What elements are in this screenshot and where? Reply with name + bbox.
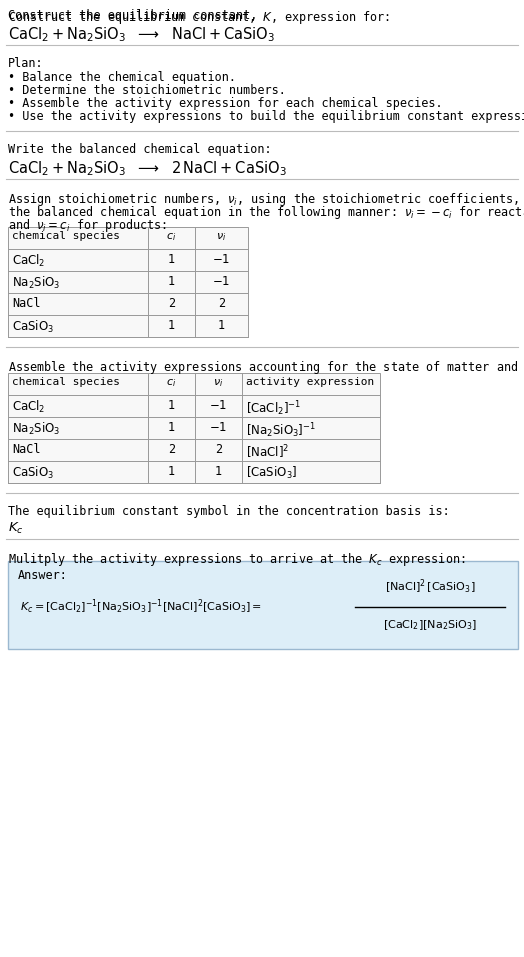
Text: $-1$: $-1$ bbox=[212, 275, 231, 288]
Text: $c_i$: $c_i$ bbox=[167, 231, 177, 243]
Text: Construct the equilibrium constant,: Construct the equilibrium constant, bbox=[8, 9, 265, 22]
Text: 1: 1 bbox=[168, 253, 175, 266]
Text: Write the balanced chemical equation:: Write the balanced chemical equation: bbox=[8, 143, 271, 156]
Text: $[\mathrm{CaCl_2}]^{-1}$: $[\mathrm{CaCl_2}]^{-1}$ bbox=[246, 399, 301, 417]
Text: $\mathrm{CaCl_2}$: $\mathrm{CaCl_2}$ bbox=[12, 399, 46, 415]
Text: $\mathrm{CaCl_2 + Na_2SiO_3 \ \ \longrightarrow \ \ 2\,NaCl + CaSiO_3}$: $\mathrm{CaCl_2 + Na_2SiO_3 \ \ \longrig… bbox=[8, 159, 287, 178]
Text: 1: 1 bbox=[168, 319, 175, 332]
Text: $\mathrm{CaCl_2 + Na_2SiO_3 \ \ \longrightarrow \ \ NaCl + CaSiO_3}$: $\mathrm{CaCl_2 + Na_2SiO_3 \ \ \longrig… bbox=[8, 25, 275, 44]
Text: 1: 1 bbox=[218, 319, 225, 332]
Text: • Balance the chemical equation.: • Balance the chemical equation. bbox=[8, 71, 236, 84]
Text: and $\nu_i = c_i$ for products:: and $\nu_i = c_i$ for products: bbox=[8, 217, 167, 234]
Text: $K_c$: $K_c$ bbox=[8, 521, 24, 536]
Text: Answer:: Answer: bbox=[18, 569, 68, 582]
Text: The equilibrium constant symbol in the concentration basis is:: The equilibrium constant symbol in the c… bbox=[8, 505, 450, 518]
Text: $[\mathrm{CaCl_2}][\mathrm{Na_2SiO_3}]$: $[\mathrm{CaCl_2}][\mathrm{Na_2SiO_3}]$ bbox=[383, 618, 477, 632]
Text: 2: 2 bbox=[168, 297, 175, 310]
Text: $-1$: $-1$ bbox=[212, 253, 231, 266]
Text: 1: 1 bbox=[215, 465, 222, 478]
Text: 1: 1 bbox=[168, 465, 175, 478]
Text: chemical species: chemical species bbox=[12, 377, 120, 387]
Text: $\mathrm{CaSiO_3}$: $\mathrm{CaSiO_3}$ bbox=[12, 465, 54, 481]
Text: $[\mathrm{CaSiO_3}]$: $[\mathrm{CaSiO_3}]$ bbox=[246, 465, 297, 481]
Text: 1: 1 bbox=[168, 421, 175, 434]
Text: 2: 2 bbox=[218, 297, 225, 310]
Text: 1: 1 bbox=[168, 399, 175, 412]
Text: $\mathrm{CaCl_2}$: $\mathrm{CaCl_2}$ bbox=[12, 253, 46, 269]
Text: NaCl: NaCl bbox=[12, 443, 40, 456]
Text: $\mathrm{Na_2SiO_3}$: $\mathrm{Na_2SiO_3}$ bbox=[12, 275, 60, 291]
Bar bbox=[8, 561, 518, 649]
Bar bbox=[8, 373, 380, 483]
Bar bbox=[8, 227, 248, 337]
Text: Assemble the activity expressions accounting for the state of matter and $\nu_i$: Assemble the activity expressions accoun… bbox=[8, 359, 524, 376]
Text: $[\mathrm{NaCl}]^2$: $[\mathrm{NaCl}]^2$ bbox=[246, 443, 289, 460]
Text: $\nu_i$: $\nu_i$ bbox=[216, 231, 227, 243]
Text: Plan:: Plan: bbox=[8, 57, 43, 70]
Text: 2: 2 bbox=[168, 443, 175, 456]
Text: $-1$: $-1$ bbox=[210, 399, 227, 412]
Text: $K_c = [\mathrm{CaCl_2}]^{-1} [\mathrm{Na_2SiO_3}]^{-1} [\mathrm{NaCl}]^2 [\math: $K_c = [\mathrm{CaCl_2}]^{-1} [\mathrm{N… bbox=[20, 598, 262, 616]
Text: $\mathrm{CaSiO_3}$: $\mathrm{CaSiO_3}$ bbox=[12, 319, 54, 335]
Text: • Use the activity expressions to build the equilibrium constant expression.: • Use the activity expressions to build … bbox=[8, 110, 524, 123]
Text: 1: 1 bbox=[168, 275, 175, 288]
Text: activity expression: activity expression bbox=[246, 377, 374, 387]
Text: Construct the equilibrium constant, $K$, expression for:: Construct the equilibrium constant, $K$,… bbox=[8, 9, 390, 26]
Text: NaCl: NaCl bbox=[12, 297, 40, 310]
Text: Assign stoichiometric numbers, $\nu_i$, using the stoichiometric coefficients, $: Assign stoichiometric numbers, $\nu_i$, … bbox=[8, 191, 524, 208]
Text: Mulitply the activity expressions to arrive at the $K_c$ expression:: Mulitply the activity expressions to arr… bbox=[8, 551, 465, 568]
Text: chemical species: chemical species bbox=[12, 231, 120, 241]
Text: $-1$: $-1$ bbox=[210, 421, 227, 434]
Text: $[\mathrm{NaCl}]^2\,[\mathrm{CaSiO_3}]$: $[\mathrm{NaCl}]^2\,[\mathrm{CaSiO_3}]$ bbox=[385, 578, 475, 596]
Text: • Assemble the activity expression for each chemical species.: • Assemble the activity expression for e… bbox=[8, 97, 443, 110]
Text: $[\mathrm{Na_2SiO_3}]^{-1}$: $[\mathrm{Na_2SiO_3}]^{-1}$ bbox=[246, 421, 316, 439]
Text: $\nu_i$: $\nu_i$ bbox=[213, 377, 224, 389]
Text: $\mathrm{Na_2SiO_3}$: $\mathrm{Na_2SiO_3}$ bbox=[12, 421, 60, 437]
Text: • Determine the stoichiometric numbers.: • Determine the stoichiometric numbers. bbox=[8, 84, 286, 97]
Text: 2: 2 bbox=[215, 443, 222, 456]
Text: the balanced chemical equation in the following manner: $\nu_i = -c_i$ for react: the balanced chemical equation in the fo… bbox=[8, 204, 524, 221]
Text: $c_i$: $c_i$ bbox=[167, 377, 177, 389]
